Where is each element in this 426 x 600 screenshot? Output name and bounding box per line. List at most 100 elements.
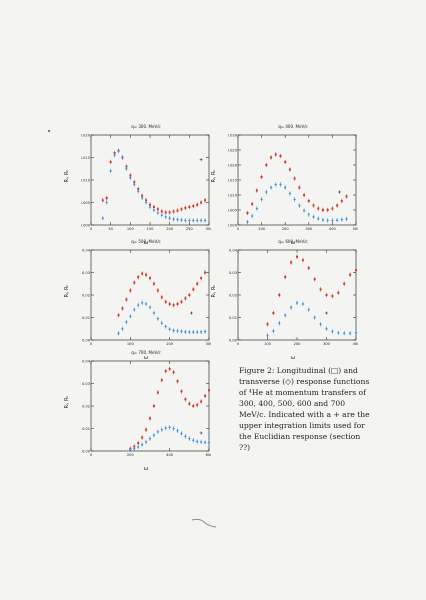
- x-tick-label: 100: [264, 342, 272, 346]
- y-tick-label: 0.01: [229, 316, 237, 320]
- chart-panel-q300: q= 300. MeV/c Rₗ, Rₜ 0.000 0.005 0.010 0.01…: [64, 124, 211, 246]
- longitudinal-point: [251, 203, 254, 205]
- transverse-point: [136, 303, 140, 307]
- transverse-point: [255, 207, 259, 210]
- longitudinal-point: [133, 445, 136, 448]
- y-tick-label: 0.000: [228, 224, 238, 228]
- longitudinal-point: [172, 371, 175, 374]
- transverse-point: [136, 445, 140, 449]
- transverse-point: [176, 329, 179, 333]
- x-tick-label: 500: [353, 227, 358, 231]
- transverse-point: [203, 330, 207, 333]
- x-tick-label: 600: [206, 453, 211, 457]
- chart-title: q= 500. MeV/c: [131, 239, 161, 244]
- transverse-point: [321, 218, 325, 222]
- transverse-point: [140, 301, 144, 305]
- y-tick-label: 0.04: [229, 249, 238, 253]
- transverse-point: [269, 186, 273, 189]
- longitudinal-point: [298, 186, 301, 189]
- longitudinal-point: [168, 303, 171, 305]
- upper-limit-marker: [189, 311, 193, 315]
- figure-caption: Figure 2: Longitudinal (□) and transvers…: [239, 366, 370, 452]
- y-axis-label: Rₗ, Rₜ: [64, 170, 70, 183]
- transverse-point: [207, 441, 211, 444]
- x-tick-label: 200: [127, 453, 135, 457]
- longitudinal-point: [303, 194, 306, 196]
- longitudinal-point: [200, 201, 203, 204]
- transverse-point: [289, 306, 293, 309]
- chart-title: q= 300. MeV/c: [131, 124, 161, 129]
- longitudinal-point: [312, 204, 315, 207]
- transverse-point: [132, 308, 136, 311]
- transverse-point: [266, 334, 269, 337]
- longitudinal-point: [105, 197, 108, 199]
- longitudinal-point: [121, 307, 124, 310]
- chart-plot: 0.000 0.005 0.010 0.015 0.020 0.025 0.030 0 100 2…: [228, 134, 358, 232]
- longitudinal-point: [296, 255, 298, 258]
- longitudinal-point: [307, 267, 310, 269]
- y-tick-label: 0.030: [228, 134, 238, 138]
- longitudinal-point: [192, 288, 195, 291]
- transverse-point: [279, 183, 282, 186]
- transverse-point: [148, 306, 152, 309]
- y-tick-label: 0.01: [82, 316, 90, 320]
- transverse-point: [250, 214, 254, 218]
- longitudinal-point: [152, 206, 155, 208]
- longitudinal-point: [204, 394, 207, 397]
- longitudinal-point: [208, 389, 210, 392]
- transverse-point: [125, 320, 128, 324]
- longitudinal-point: [141, 194, 144, 197]
- transverse-point: [246, 220, 249, 224]
- transverse-point: [325, 327, 328, 331]
- transverse-point: [176, 429, 179, 433]
- longitudinal-point: [325, 294, 328, 296]
- x-tick-label: 400: [329, 227, 337, 231]
- transverse-point: [156, 430, 160, 434]
- longitudinal-point: [336, 204, 339, 207]
- transverse-point: [199, 440, 203, 444]
- y-tick-label: 0.01: [82, 427, 90, 431]
- transverse-point: [160, 321, 164, 325]
- x-tick-label: 400: [353, 342, 358, 346]
- longitudinal-point: [301, 259, 304, 262]
- transverse-point: [302, 209, 306, 212]
- longitudinal-point: [196, 403, 199, 406]
- longitudinal-point: [109, 161, 112, 163]
- longitudinal-point: [266, 323, 269, 326]
- longitudinal-point: [204, 199, 207, 202]
- longitudinal-point: [293, 177, 296, 180]
- longitudinal-point: [160, 296, 163, 299]
- longitudinal-point: [176, 380, 179, 383]
- y-tick-label: 0.005: [81, 201, 90, 205]
- upper-limit-marker: [337, 190, 341, 194]
- longitudinal-point: [164, 300, 167, 303]
- y-tick-label: 0.02: [82, 405, 90, 409]
- transverse-point: [168, 426, 171, 429]
- y-tick-label: 0.02: [229, 294, 237, 298]
- y-tick-label: 0.020: [81, 134, 91, 138]
- chart-plot: 0.000 0.005 0.010 0.015 0.020 0 50 100 150 200 250…: [81, 134, 211, 232]
- x-axis-label: ω: [143, 355, 149, 361]
- longitudinal-point: [101, 199, 104, 202]
- longitudinal-point: [137, 442, 140, 445]
- longitudinal-point: [326, 209, 329, 211]
- transverse-point: [168, 216, 171, 220]
- longitudinal-point: [113, 152, 116, 154]
- longitudinal-point: [180, 390, 183, 393]
- longitudinal-point: [145, 428, 148, 431]
- longitudinal-point: [156, 289, 159, 292]
- y-tick-label: 0.005: [228, 209, 237, 213]
- longitudinal-point: [172, 304, 175, 307]
- longitudinal-point: [133, 181, 136, 184]
- longitudinal-point: [168, 211, 171, 214]
- transverse-point: [191, 330, 195, 334]
- y-tick-label: 0.00: [82, 339, 91, 343]
- transverse-point: [152, 208, 156, 212]
- longitudinal-point: [160, 379, 163, 382]
- transverse-point: [164, 426, 168, 430]
- longitudinal-point: [152, 405, 155, 407]
- x-tick-label: 200: [166, 342, 174, 346]
- y-tick-label: 0.03: [229, 271, 237, 275]
- transverse-point: [184, 330, 187, 334]
